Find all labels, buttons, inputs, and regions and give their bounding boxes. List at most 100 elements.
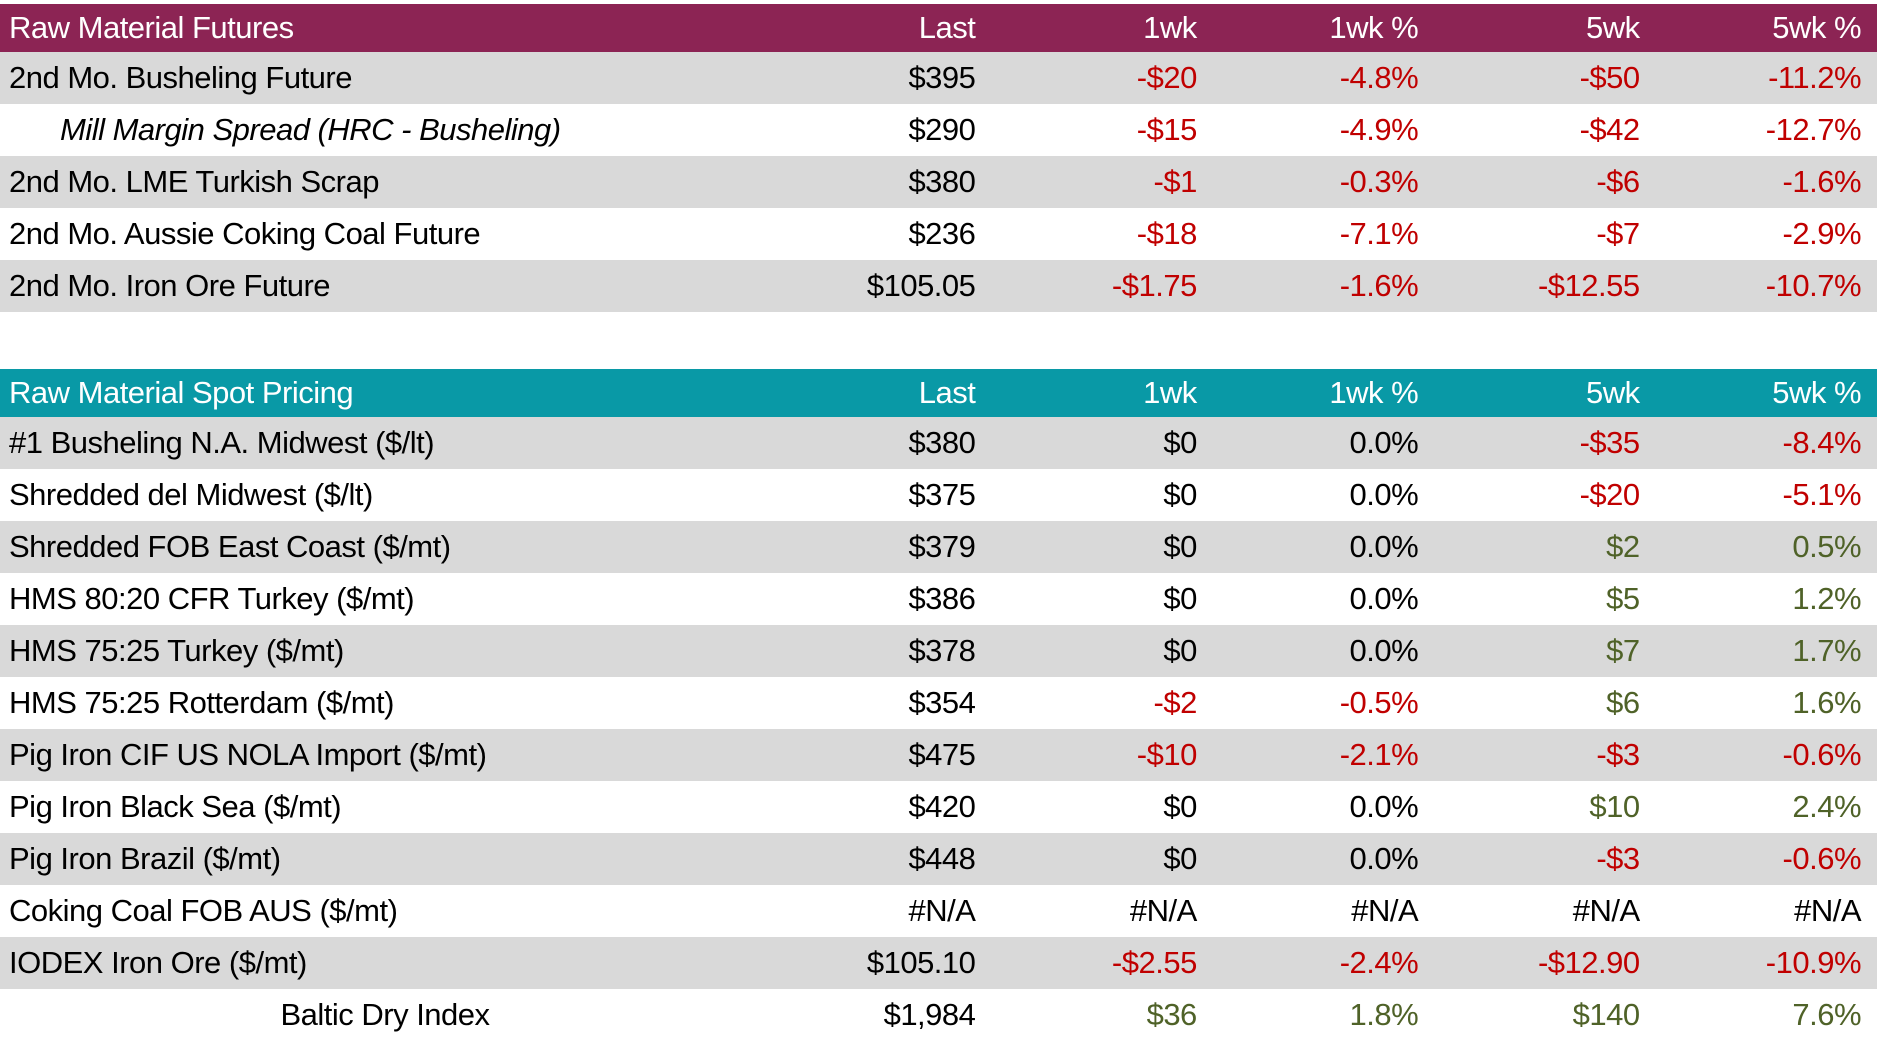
futures-table-header: Raw Material Futures Last 1wk 1wk % 5wk … xyxy=(0,4,1877,52)
value-cell: 0.5% xyxy=(1792,529,1862,564)
column-header-last: Last xyxy=(918,375,976,410)
value-cell: #N/A xyxy=(1351,893,1419,928)
row-label: Shredded FOB East Coast ($/mt) xyxy=(9,529,451,564)
value-cell: $375 xyxy=(908,477,976,512)
value-cell: -$42 xyxy=(1579,112,1641,147)
value-cell: $386 xyxy=(908,581,976,616)
column-header-5wk: 5wk xyxy=(1585,10,1640,45)
row-label: 2nd Mo. LME Turkish Scrap xyxy=(9,164,380,199)
value-cell: -1.6% xyxy=(1782,164,1862,199)
value-cell: $105.10 xyxy=(866,945,976,980)
table-row: Pig Iron CIF US NOLA Import ($/mt) $475 -$… xyxy=(0,729,1877,781)
value-cell: -2.1% xyxy=(1339,737,1419,772)
table-body: #1 Busheling N.A. Midwest ($/lt) $380 $0 0.… xyxy=(0,417,1877,1041)
table-row: 2nd Mo. Busheling Future $395 -$20 -4.8% -$5… xyxy=(0,52,1877,104)
value-cell: -1.6% xyxy=(1339,268,1419,303)
value-cell: -2.4% xyxy=(1339,945,1419,980)
value-cell: $380 xyxy=(908,164,976,199)
value-cell: 0.0% xyxy=(1349,529,1419,564)
spot-table-header: Raw Material Spot Pricing Last 1wk 1wk %… xyxy=(0,369,1877,417)
table-row: 2nd Mo. Iron Ore Future $105.05 -$1.75 -1.6… xyxy=(0,260,1877,312)
futures-table-title: Raw Material Futures xyxy=(9,10,294,45)
table-gap xyxy=(0,312,1877,369)
value-cell: 7.6% xyxy=(1792,997,1862,1032)
table-row: #1 Busheling N.A. Midwest ($/lt) $380 $0 0.… xyxy=(0,417,1877,469)
value-cell: -0.3% xyxy=(1339,164,1419,199)
value-cell: -$50 xyxy=(1579,60,1641,95)
value-cell: -$12.90 xyxy=(1537,945,1640,980)
value-cell: 0.0% xyxy=(1349,841,1419,876)
value-cell: -$15 xyxy=(1136,112,1198,147)
column-header-1wk-pct: 1wk % xyxy=(1329,375,1419,410)
row-label: #1 Busheling N.A. Midwest ($/lt) xyxy=(9,425,435,460)
value-cell: -$10 xyxy=(1136,737,1198,772)
column-header-last: Last xyxy=(918,10,976,45)
value-cell: -0.6% xyxy=(1782,841,1862,876)
value-cell: $1,984 xyxy=(883,997,976,1032)
value-cell: $140 xyxy=(1572,997,1640,1032)
value-cell: -$1 xyxy=(1153,164,1198,199)
spot-table-title: Raw Material Spot Pricing xyxy=(9,375,354,410)
column-header-1wk: 1wk xyxy=(1143,375,1197,410)
table-row: HMS 75:25 Turkey ($/mt) $378 $0 0.0% $7 1.7% xyxy=(0,625,1877,677)
value-cell: $0 xyxy=(1163,789,1197,824)
value-cell: $380 xyxy=(908,425,976,460)
value-cell: -8.4% xyxy=(1782,425,1862,460)
value-cell: #N/A xyxy=(1572,893,1640,928)
spot-pricing-table: Raw Material Spot Pricing Last 1wk 1wk %… xyxy=(0,369,1877,1041)
value-cell: $0 xyxy=(1163,841,1197,876)
row-label: HMS 75:25 Rotterdam ($/mt) xyxy=(9,685,394,720)
row-label: HMS 75:25 Turkey ($/mt) xyxy=(9,633,344,668)
row-label: Coking Coal FOB AUS ($/mt) xyxy=(9,893,398,928)
value-cell: -$6 xyxy=(1596,164,1640,199)
column-header-1wk-pct: 1wk % xyxy=(1329,10,1419,45)
value-cell: 2.4% xyxy=(1792,789,1862,824)
value-cell: 1.7% xyxy=(1792,633,1862,668)
value-cell: $0 xyxy=(1163,477,1197,512)
value-cell: -0.6% xyxy=(1782,737,1862,772)
value-cell: -4.8% xyxy=(1339,60,1419,95)
row-label: 2nd Mo. Busheling Future xyxy=(9,60,353,95)
value-cell: -11.2% xyxy=(1768,60,1862,95)
value-cell: -12.7% xyxy=(1765,112,1862,147)
value-cell: 0.0% xyxy=(1349,425,1419,460)
value-cell: 0.0% xyxy=(1349,633,1419,668)
row-label: Shredded del Midwest ($/lt) xyxy=(9,477,373,512)
value-cell: 1.2% xyxy=(1792,581,1862,616)
table-row: 2nd Mo. Aussie Coking Coal Future $236 -$1… xyxy=(0,208,1877,260)
value-cell: -$1.75 xyxy=(1111,268,1197,303)
value-cell: $420 xyxy=(908,789,976,824)
table-row: Baltic Dry Index $1,984 $36 1.8% $140 7.6% xyxy=(0,989,1877,1041)
column-header-5wk-pct: 5wk % xyxy=(1772,375,1862,410)
value-cell: -$18 xyxy=(1136,216,1198,251)
value-cell: $6 xyxy=(1606,685,1640,720)
column-header-1wk: 1wk xyxy=(1143,10,1197,45)
value-cell: 1.6% xyxy=(1792,685,1862,720)
table-row: IODEX Iron Ore ($/mt) $105.10 -$2.55 -2.4% -… xyxy=(0,937,1877,989)
value-cell: $379 xyxy=(908,529,976,564)
table-row: Shredded del Midwest ($/lt) $375 $0 0.0% -$2… xyxy=(0,469,1877,521)
table-row: Pig Iron Black Sea ($/mt) $420 $0 0.0% $10 2.… xyxy=(0,781,1877,833)
row-label: Pig Iron Brazil ($/mt) xyxy=(9,841,281,876)
row-label: Pig Iron CIF US NOLA Import ($/mt) xyxy=(9,737,487,772)
value-cell: -4.9% xyxy=(1339,112,1419,147)
value-cell: -2.9% xyxy=(1782,216,1862,251)
value-cell: $0 xyxy=(1163,425,1197,460)
row-label: Baltic Dry Index xyxy=(280,997,490,1032)
value-cell: 0.0% xyxy=(1349,477,1419,512)
value-cell: -7.1% xyxy=(1339,216,1419,251)
table-row: Mill Margin Spread (HRC - Busheling) $290… xyxy=(0,104,1877,156)
value-cell: $236 xyxy=(908,216,976,251)
value-cell: $395 xyxy=(908,60,976,95)
table-row: HMS 80:20 CFR Turkey ($/mt) $386 $0 0.0% $5 1… xyxy=(0,573,1877,625)
row-label: Pig Iron Black Sea ($/mt) xyxy=(9,789,342,824)
value-cell: $0 xyxy=(1163,633,1197,668)
value-cell: -$2.55 xyxy=(1111,945,1197,980)
value-cell: $7 xyxy=(1606,633,1640,668)
value-cell: $36 xyxy=(1146,997,1198,1032)
table-row: Pig Iron Brazil ($/mt) $448 $0 0.0% -$3 -0.6% xyxy=(0,833,1877,885)
value-cell: -$35 xyxy=(1579,425,1641,460)
value-cell: -$3 xyxy=(1596,737,1640,772)
value-cell: -$3 xyxy=(1596,841,1640,876)
